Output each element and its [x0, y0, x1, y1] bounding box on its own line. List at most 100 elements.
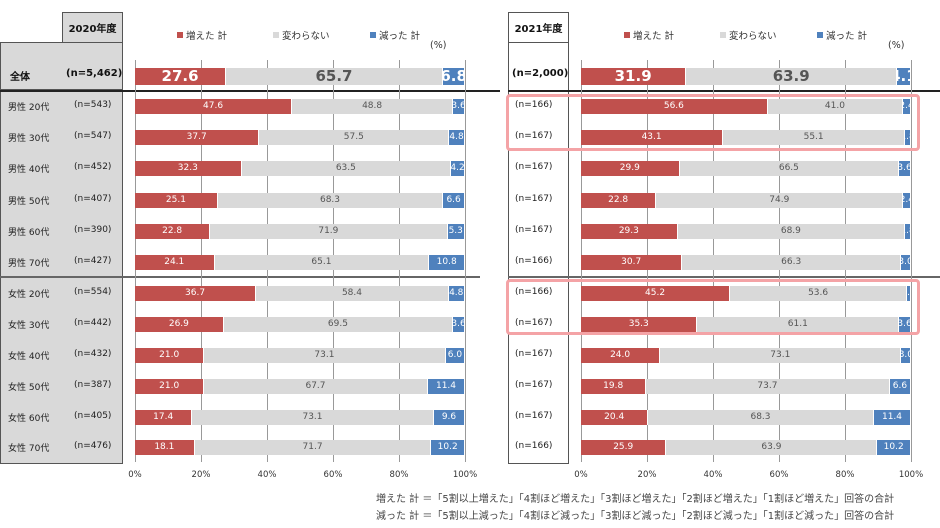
no-change-bar: 63.5: [241, 160, 452, 176]
year-header: 2020年度: [62, 12, 123, 43]
legend-label: 減った 計: [826, 31, 868, 42]
increase-bar: 31.9: [581, 67, 687, 85]
decrease-bar: 6.0: [445, 347, 466, 363]
legend-swatch: [177, 32, 183, 38]
legend-label: 変わらない: [729, 31, 777, 42]
overall-n: (n=5,462): [66, 68, 123, 79]
no-change-bar: 48.8: [292, 98, 454, 114]
row-n: (n=432): [74, 349, 112, 359]
no-change-bar: 53.6: [730, 285, 908, 301]
highlight-box: [506, 279, 920, 335]
row-n: (n=405): [74, 411, 112, 421]
row-label: 女性 40代: [8, 352, 50, 362]
no-change-bar: 68.9: [677, 223, 906, 239]
increase-bar: 18.1: [135, 439, 195, 455]
increase-bar: 45.2: [581, 285, 731, 301]
decrease-bar: 1.8: [905, 129, 911, 145]
row-n: (n=167): [515, 162, 553, 172]
x-tick-label: 40%: [703, 470, 723, 480]
increase-bar: 47.6: [135, 98, 293, 114]
row-label: 女性 60代: [8, 414, 50, 424]
row-n: (n=387): [74, 380, 112, 390]
row-n: (n=166): [515, 100, 553, 110]
x-tick-label: 80%: [835, 470, 855, 480]
highlight-box: [506, 94, 920, 151]
increase-bar: 43.1: [581, 129, 724, 145]
row-n: (n=166): [515, 256, 553, 266]
row-n: (n=167): [515, 411, 553, 421]
no-change-bar: 41.0: [767, 98, 904, 114]
year-header: 2021年度: [508, 12, 569, 43]
no-change-bar: 66.5: [679, 160, 900, 176]
decrease-bar: 2.4: [903, 98, 911, 114]
decrease-bar: 2.4: [903, 192, 912, 208]
no-change-bar: 63.9: [666, 439, 878, 455]
decrease-bar: 6.6: [443, 192, 465, 208]
decrease-bar: 3.6: [899, 160, 911, 176]
no-change-bar: 68.3: [648, 409, 874, 425]
decrease-bar: 11.4: [873, 409, 912, 425]
increase-bar: 22.8: [581, 192, 657, 208]
decrease-bar: 5.3: [447, 223, 465, 239]
legend-label: 増えた 計: [186, 31, 228, 42]
divider: [508, 276, 940, 278]
footnote-decrease: 減った 計 ＝「5割以上減った」「4割ほど減った」「3割ほど減った」「2割ほど減…: [376, 511, 895, 522]
decrease-bar: 4.8: [449, 129, 465, 145]
increase-bar: 25.1: [135, 192, 218, 208]
row-n: (n=167): [515, 349, 553, 359]
increase-bar: 30.7: [581, 254, 683, 270]
x-tick-label: 60%: [323, 470, 343, 480]
row-n: (n=390): [74, 225, 112, 235]
no-change-bar: 65.1: [214, 254, 430, 270]
row-n: (n=167): [515, 194, 553, 204]
row-label: 男性 70代: [8, 259, 50, 269]
legend-label: 増えた 計: [633, 31, 675, 42]
row-label: 男性 40代: [8, 165, 50, 175]
increase-bar: 20.4: [581, 409, 649, 425]
increase-bar: 26.9: [135, 316, 224, 332]
no-change-bar: 73.1: [192, 409, 434, 425]
increase-bar: 21.0: [135, 347, 205, 363]
no-change-bar: 63.9: [686, 67, 898, 85]
increase-bar: 22.8: [135, 223, 211, 239]
increase-bar: 21.0: [135, 378, 205, 394]
row-n: (n=167): [515, 380, 553, 390]
decrease-bar: 3.6: [899, 316, 911, 332]
decrease-bar: 6.8: [442, 67, 466, 85]
row-n: (n=442): [74, 318, 112, 328]
no-change-bar: 68.3: [217, 192, 444, 208]
overall-n: (n=2,000): [512, 68, 569, 79]
increase-bar: 36.7: [135, 285, 257, 301]
row-n: (n=167): [515, 131, 553, 141]
row-n: (n=547): [74, 131, 112, 141]
x-tick-label: 0%: [128, 470, 142, 480]
x-tick-label: 20%: [637, 470, 657, 480]
no-change-bar: 71.7: [194, 439, 432, 455]
x-tick-label: 40%: [257, 470, 277, 480]
divider: [0, 276, 480, 278]
legend-item: 変わらない: [273, 28, 330, 42]
legend-swatch: [624, 32, 630, 38]
overall-label-cell: [0, 42, 123, 90]
row-n: (n=167): [515, 225, 553, 235]
no-change-bar: 73.1: [204, 347, 446, 363]
decrease-bar: 4.2: [451, 160, 465, 176]
row-label: 女性 30代: [8, 321, 50, 331]
decrease-bar: 1.8: [905, 223, 911, 239]
decrease-bar: 9.6: [433, 409, 466, 425]
increase-bar: 56.6: [581, 98, 768, 114]
row-n: (n=543): [74, 100, 112, 110]
x-tick-label: 20%: [191, 470, 211, 480]
row-n: (n=407): [74, 194, 112, 204]
increase-bar: 32.3: [135, 160, 242, 176]
increase-bar: 19.8: [581, 378, 647, 394]
decrease-bar: 3.0: [901, 254, 911, 270]
legend-swatch: [720, 32, 726, 38]
overall-label: 全体: [10, 72, 30, 83]
decrease-bar: 3.0: [901, 347, 912, 363]
legend-item: 増えた 計: [624, 28, 674, 42]
no-change-bar: 69.5: [223, 316, 454, 332]
row-label: 女性 70代: [8, 444, 50, 454]
decrease-bar: 4.1: [897, 67, 911, 85]
divider: [0, 90, 500, 92]
